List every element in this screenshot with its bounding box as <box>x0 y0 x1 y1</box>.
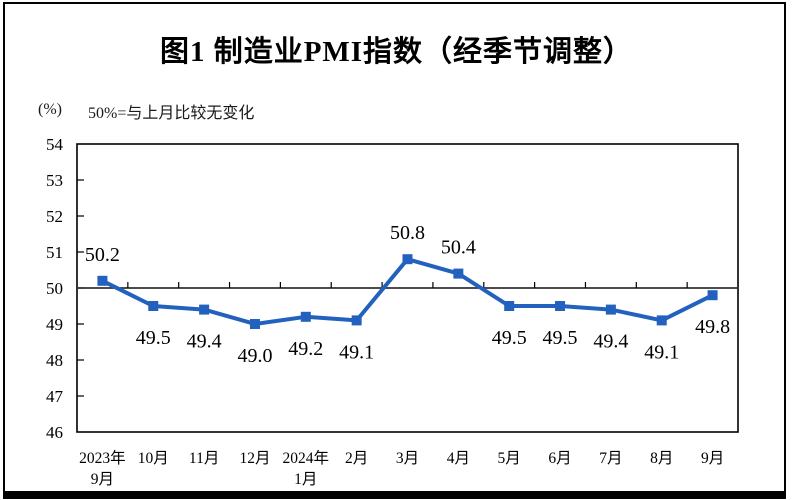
data-point-label: 50.2 <box>85 244 120 266</box>
data-point-label: 49.5 <box>136 327 171 349</box>
data-point-label: 49.5 <box>543 327 578 349</box>
x-axis-label: 2月 <box>345 450 368 467</box>
data-point-label: 49.1 <box>339 341 374 363</box>
data-point-label: 49.8 <box>695 316 730 338</box>
data-point-label: 49.1 <box>644 341 679 363</box>
data-point-marker <box>656 315 667 326</box>
x-axis-label: 10月 <box>138 450 169 467</box>
data-point-marker <box>351 315 362 326</box>
y-axis-unit-label: (%) <box>38 101 62 118</box>
y-axis-tick-label: 48 <box>46 351 63 370</box>
y-axis-tick-label: 47 <box>46 387 64 406</box>
data-point-marker <box>402 254 413 265</box>
x-axis-label: 9月 <box>91 471 114 488</box>
data-point-label: 49.5 <box>492 327 527 349</box>
y-axis-tick-label: 52 <box>46 207 63 226</box>
data-point-marker <box>453 268 464 279</box>
data-point-label: 49.0 <box>237 345 272 367</box>
data-point-marker <box>300 311 311 322</box>
x-axis-label: 11月 <box>189 450 219 467</box>
data-point-marker <box>199 304 210 315</box>
y-axis-tick-label: 53 <box>46 171 63 190</box>
y-axis-tick-label: 51 <box>46 243 63 262</box>
data-point-marker <box>707 290 718 301</box>
x-axis-label: 8月 <box>650 450 673 467</box>
data-point-marker <box>148 301 159 311</box>
data-point-marker <box>249 319 260 329</box>
data-point-marker <box>504 301 515 311</box>
data-point-marker <box>555 301 566 311</box>
x-axis-label: 12月 <box>239 450 270 467</box>
x-axis-label: 3月 <box>396 450 419 467</box>
data-point-marker <box>97 275 108 286</box>
y-axis-tick-label: 50 <box>46 279 63 298</box>
x-axis-label: 4月 <box>447 450 470 467</box>
y-axis-tick-label: 49 <box>46 315 63 334</box>
x-axis-label: 6月 <box>548 450 571 467</box>
pmi-series-line <box>100 257 715 326</box>
x-axis-label: 1月 <box>294 471 317 488</box>
y-axis-tick-label: 54 <box>46 135 64 154</box>
data-point-label: 49.2 <box>288 338 323 360</box>
data-point-label: 49.4 <box>593 331 628 353</box>
baseline-note: 50%=与上月比较无变化 <box>88 105 255 122</box>
data-point-marker <box>605 304 616 315</box>
x-axis-label: 2024年 <box>283 449 330 467</box>
data-point-label: 50.4 <box>441 237 476 259</box>
data-point-label: 50.8 <box>390 222 425 244</box>
data-point-label: 49.4 <box>187 331 222 353</box>
chart-title: 图1 制造业PMI指数（经季节调整） <box>159 36 634 68</box>
x-axis-label: 7月 <box>599 450 622 467</box>
x-axis-label: 9月 <box>701 450 724 467</box>
y-axis-tick-label: 46 <box>46 423 63 442</box>
x-axis-label: 2023年 <box>79 449 126 467</box>
x-axis-label: 5月 <box>498 450 521 467</box>
